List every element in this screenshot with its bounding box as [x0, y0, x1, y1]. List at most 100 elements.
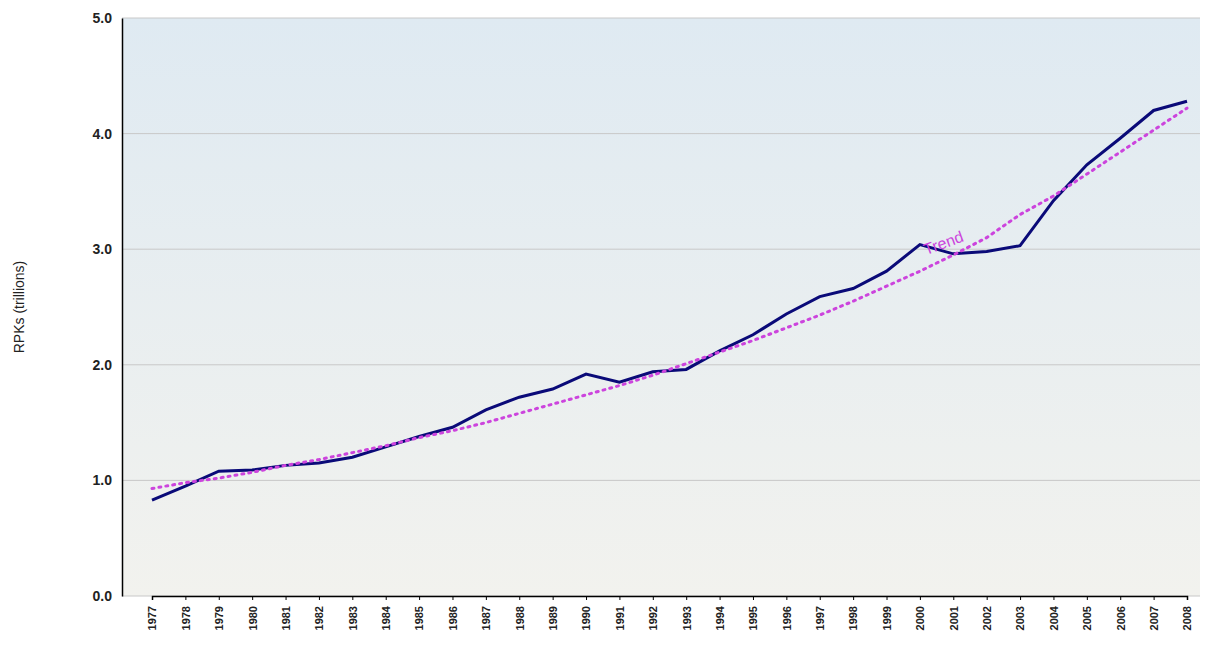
x-tick: 2006: [1115, 596, 1127, 630]
x-tick-mark: [720, 596, 721, 600]
x-tick-mark: [1154, 596, 1155, 600]
y-axis-title: RPKs (trillions): [11, 261, 27, 354]
x-tick-label: 2002: [981, 606, 993, 630]
x-tick-label: 1985: [413, 606, 425, 630]
x-tick: 2005: [1081, 596, 1093, 630]
y-axis: 0.01.02.03.04.05.0: [93, 10, 123, 604]
x-tick-label: 2008: [1181, 606, 1193, 630]
y-tick-label: 4.0: [93, 126, 113, 142]
x-tick: 1984: [380, 596, 392, 630]
x-tick-mark: [519, 596, 520, 600]
x-tick-label: 1995: [747, 606, 759, 630]
x-tick: 1994: [714, 596, 726, 630]
grid: [122, 18, 1200, 596]
x-tick-mark: [1120, 596, 1121, 600]
x-tick-label: 1986: [447, 606, 459, 630]
x-tick-label: 2003: [1014, 606, 1026, 630]
grid-line: [122, 364, 1200, 365]
x-tick-label: 2006: [1115, 606, 1127, 630]
grid-line: [122, 18, 1200, 19]
x-tick: 2004: [1048, 596, 1060, 630]
x-tick-mark: [887, 596, 888, 600]
x-tick: 1986: [447, 596, 459, 630]
x-tick-mark: [152, 596, 153, 600]
y-tick-label: 0.0: [93, 588, 113, 604]
x-tick-label: 1980: [247, 606, 259, 630]
y-tick-label: 5.0: [93, 10, 113, 26]
data-line: [152, 101, 1187, 500]
x-tick-mark: [1087, 596, 1088, 600]
x-tick-label: 1993: [681, 606, 693, 630]
series-label: Trend: [921, 228, 966, 258]
x-tick-label: 2005: [1081, 606, 1093, 630]
x-tick-mark: [352, 596, 353, 600]
x-tick-label: 2000: [914, 606, 926, 630]
x-tick: 1998: [847, 596, 859, 630]
x-tick-mark: [586, 596, 587, 600]
x-tick: 2000: [914, 596, 926, 630]
x-tick: 2001: [948, 596, 960, 630]
trend-line: [152, 108, 1187, 488]
x-axis-line: [153, 597, 1188, 601]
x-tick-label: 1991: [614, 606, 626, 630]
x-tick-label: 1987: [480, 606, 492, 630]
grid-line: [122, 249, 1200, 250]
x-tick-mark: [920, 596, 921, 600]
x-tick: 1977: [146, 596, 158, 630]
x-tick: 1996: [781, 596, 793, 630]
x-tick-label: 1981: [280, 606, 292, 630]
x-tick: 2002: [981, 596, 993, 630]
x-tick-mark: [686, 596, 687, 600]
x-tick: 1983: [347, 596, 359, 630]
x-axis: 1977 1978 1979 1980 1981 1982 1983 1984 1985 1986…: [146, 596, 1193, 630]
x-tick-mark: [319, 596, 320, 600]
x-tick-mark: [386, 596, 387, 600]
x-tick-mark: [953, 596, 954, 600]
plot-background: [122, 18, 1200, 596]
y-tick: 5.0: [93, 10, 122, 26]
x-tick-mark: [185, 596, 186, 600]
x-tick-mark: [219, 596, 220, 600]
x-tick-mark: [252, 596, 253, 600]
x-tick: 1995: [747, 596, 759, 630]
x-tick-mark: [1053, 596, 1054, 600]
x-tick: 1991: [614, 596, 626, 630]
x-tick: 1979: [213, 596, 225, 630]
x-tick: 1990: [580, 596, 592, 630]
x-tick-mark: [987, 596, 988, 600]
x-tick: 1982: [313, 596, 325, 630]
x-tick: 1989: [547, 596, 559, 630]
x-tick-mark: [786, 596, 787, 600]
x-tick-mark: [653, 596, 654, 600]
x-tick-mark: [419, 596, 420, 600]
x-tick: 1981: [280, 596, 292, 630]
x-tick-label: 1983: [347, 606, 359, 630]
x-tick: 1978: [180, 596, 192, 630]
x-tick: 2007: [1148, 596, 1160, 630]
x-tick-mark: [619, 596, 620, 600]
x-tick: 1992: [647, 596, 659, 630]
x-tick-label: 1999: [881, 606, 893, 630]
x-tick: 1987: [480, 596, 492, 630]
marks: [152, 101, 1187, 500]
x-tick-label: 1979: [213, 606, 225, 630]
x-tick-mark: [1187, 596, 1188, 600]
x-tick-mark: [286, 596, 287, 600]
x-tick-label: 1988: [514, 606, 526, 630]
y-tick: 3.0: [93, 241, 122, 257]
x-tick-label: 1997: [814, 606, 826, 630]
x-tick: 1999: [881, 596, 893, 630]
y-tick: 2.0: [93, 357, 122, 373]
x-tick-label: 1996: [781, 606, 793, 630]
x-tick-label: 1989: [547, 606, 559, 630]
x-tick-label: 1982: [313, 606, 325, 630]
x-tick-label: 1984: [380, 605, 392, 630]
x-tick-label: 1992: [647, 606, 659, 630]
x-tick-mark: [553, 596, 554, 600]
x-tick-mark: [452, 596, 453, 600]
chart: 0.01.02.03.04.05.01977197819791980198119…: [0, 0, 1206, 660]
x-tick: 1997: [814, 596, 826, 630]
x-tick: 1980: [247, 596, 259, 630]
x-tick: 1988: [514, 596, 526, 630]
y-tick: 0.0: [93, 588, 122, 604]
